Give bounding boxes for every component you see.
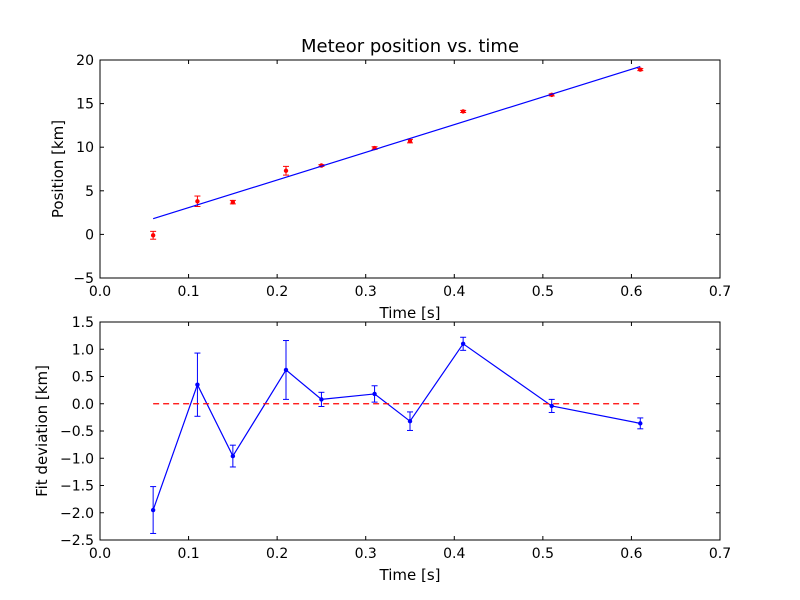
x-tick-label: 0.5 — [532, 284, 554, 300]
deviation-point — [460, 341, 466, 346]
deviation-point — [230, 453, 236, 459]
x-tick-label: 0.7 — [709, 284, 731, 300]
x-tick-label: 0.1 — [177, 284, 199, 300]
x-axis-label: Time [s] — [379, 566, 441, 584]
deviation-point — [407, 418, 413, 424]
linear-fit-line — [152, 65, 641, 220]
deviation-point — [150, 507, 156, 513]
x-tick-label: 0.0 — [89, 546, 111, 562]
position-point — [638, 67, 643, 72]
deviation-point — [319, 397, 324, 402]
x-tick-label: 0.5 — [532, 546, 554, 562]
y-tick-label: 0.5 — [72, 370, 94, 386]
fit-deviation-panel: Time [s] Fit deviation [km] 0.0 0.1 0.2 0.3… — [33, 315, 731, 584]
y-tick-label: −0.5 — [60, 424, 94, 440]
x-tick-label: 0.4 — [443, 546, 465, 562]
y-tick-label: −5 — [73, 271, 94, 287]
x-tick-label: 0.0 — [89, 284, 111, 300]
position-vs-time-panel: Meteor position vs. time Time [s] Positi… — [49, 36, 731, 322]
y-tick-label: 0 — [85, 227, 94, 243]
y-axis-label: Fit deviation [km] — [33, 365, 51, 497]
y-tick-label: 1.5 — [72, 315, 94, 331]
deviation-point — [549, 403, 554, 409]
plot-area-frame — [99, 59, 721, 279]
y-tick-label: 0.0 — [72, 397, 94, 413]
x-tick-label: 0.6 — [620, 546, 642, 562]
x-tick-label: 0.3 — [355, 546, 377, 562]
x-tick-label: 0.2 — [266, 546, 288, 562]
y-tick-label: −1.0 — [60, 451, 94, 467]
x-tick-label: 0.1 — [177, 546, 199, 562]
y-tick-label: −2.0 — [60, 506, 94, 522]
y-tick-label: 5 — [85, 184, 94, 200]
x-tick-label: 0.6 — [620, 284, 642, 300]
position-point — [150, 233, 156, 238]
x-tick-label: 0.4 — [443, 284, 465, 300]
y-tick-label: 10 — [76, 140, 94, 156]
x-axis-label: Time [s] — [379, 304, 441, 322]
x-tick-label: 0.2 — [266, 284, 288, 300]
y-axis-label: Position [km] — [49, 120, 67, 218]
deviation-point — [283, 367, 289, 373]
deviation-point — [195, 382, 200, 387]
position-point — [283, 168, 289, 173]
position-point — [460, 109, 466, 114]
position-point — [407, 138, 413, 144]
x-tick-label: 0.7 — [709, 546, 731, 562]
deviation-point — [638, 421, 643, 426]
y-tick-label: 15 — [76, 97, 94, 113]
y-tick-label: −2.5 — [60, 533, 94, 549]
position-point — [230, 199, 236, 205]
chart-title: Meteor position vs. time — [301, 36, 519, 57]
deviation-point — [372, 391, 377, 397]
y-tick-label: 1.0 — [72, 342, 94, 358]
deviation-series-line — [152, 342, 641, 511]
y-tick-label: 20 — [76, 53, 94, 69]
y-tick-label: −1.5 — [60, 479, 94, 495]
position-point — [195, 199, 200, 204]
x-tick-label: 0.3 — [355, 284, 377, 300]
